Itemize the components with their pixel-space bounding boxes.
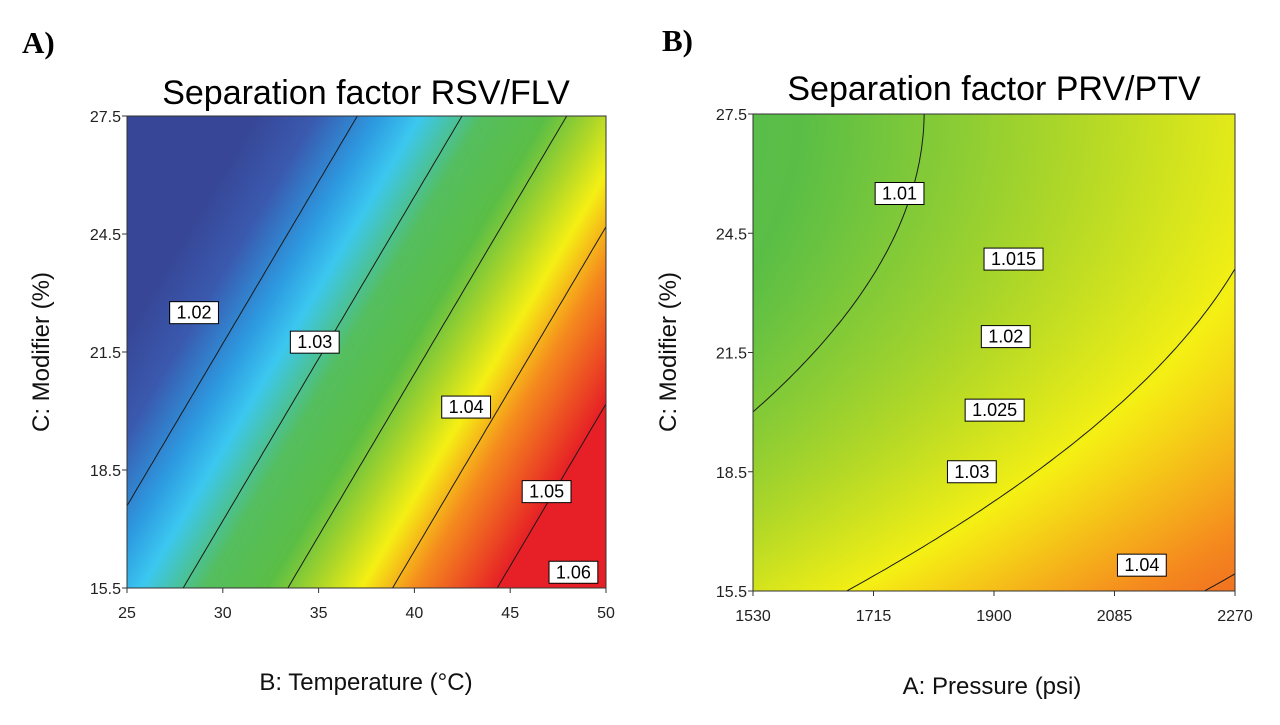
panel-a-y-tick-label: 15.5 (90, 581, 121, 598)
panel-a-x-tick-label: 40 (406, 605, 424, 622)
contour-label-box (169, 301, 219, 325)
contour-label-text: 1.015 (991, 249, 1036, 269)
contour-line-1.06 (496, 402, 606, 588)
contour-label-text: 1.01 (882, 184, 917, 204)
panel-a-x-axis: 25 30 35 40 45 50 (118, 588, 615, 622)
panel-a-y-tick-label: 18.5 (90, 463, 121, 480)
panel-b-y-tick-label: 27.5 (716, 107, 747, 124)
panel-a-x-tick-label: 50 (597, 605, 615, 622)
contour-line-1.03 (753, 114, 925, 413)
contour-label-text: 1.02 (177, 303, 212, 323)
panel-b-x-axis-label: A: Pressure (psi) (903, 673, 1082, 700)
contour-label-text: 1.04 (1124, 555, 1159, 575)
panel-a-letter: A) (22, 25, 55, 60)
panel-b-y-axis: 15.5 18.5 21.5 24.5 27.5 (716, 107, 753, 601)
panel-a-y-tick-label: 27.5 (90, 109, 121, 126)
panel-b: B) Separation factor PRV/PTV 1.011.0151.… (655, 23, 1253, 700)
contour-label-box (289, 330, 340, 354)
panel-a-y-axis-label: C: Modifier (%) (28, 272, 55, 432)
panel-a-heatmap (127, 116, 606, 588)
contour-line-1.02 (127, 116, 358, 507)
panel-b-y-axis-label: C: Modifier (%) (655, 272, 682, 432)
panel-a-y-axis: 15.5 18.5 21.5 24.5 27.5 (90, 109, 127, 598)
contour-label: 1.01 (874, 182, 925, 205)
panel-a-x-tick-label: 35 (310, 605, 328, 622)
contour-label-box (521, 480, 572, 504)
panel-b-letter: B) (662, 23, 693, 58)
panel-b-heatmap (753, 114, 1235, 591)
panel-a-x-tick-label: 45 (501, 605, 519, 622)
panel-a-y-tick-label: 24.5 (90, 227, 121, 244)
contour-label-box (441, 395, 492, 419)
panel-a-contours (127, 116, 606, 588)
panel-b-x-axis: 1530 1715 1900 2085 2270 (735, 591, 1253, 625)
contour-label-text: 1.06 (556, 562, 591, 582)
contour-label-box (874, 182, 925, 205)
panel-b-x-tick-label: 1900 (976, 608, 1012, 625)
contour-label-text: 1.03 (297, 332, 332, 352)
contour-label-text: 1.03 (954, 462, 989, 482)
contour-label-text: 1.025 (972, 400, 1017, 420)
panel-b-x-tick-label: 2270 (1217, 608, 1253, 625)
panel-a: A) Separation factor RSV/FLV 1.021.031.0… (22, 25, 615, 696)
contour-label-box (1116, 553, 1167, 577)
panel-b-y-tick-label: 15.5 (716, 584, 747, 601)
contour-line-1.035 (845, 267, 1235, 591)
contour-label: 1.025 (964, 398, 1025, 422)
panel-a-y-tick-label: 21.5 (90, 345, 121, 362)
contour-label: 1.04 (441, 395, 492, 419)
contour-label-text: 1.05 (529, 482, 564, 502)
contour-label: 1.02 (980, 325, 1031, 349)
panel-a-contour-labels: 1.02 1.03 1.04 1.05 1.06 (169, 301, 599, 584)
contour-label: 1.03 (289, 330, 340, 354)
contour-label-box (980, 325, 1031, 349)
panel-a-x-axis-label: B: Temperature (°C) (259, 669, 472, 696)
panel-a-title: Separation factor RSV/FLV (162, 74, 570, 112)
panel-b-x-tick-label: 2085 (1097, 608, 1133, 625)
contour-label-box (548, 560, 599, 584)
panel-b-y-tick-label: 24.5 (716, 226, 747, 243)
contour-label-text: 1.02 (988, 327, 1023, 347)
contour-label-box (964, 398, 1025, 422)
contour-label: 1.05 (521, 480, 572, 504)
panel-b-title: Separation factor PRV/PTV (787, 70, 1201, 108)
contour-label-box (983, 247, 1044, 271)
panel-b-y-tick-label: 18.5 (716, 465, 747, 482)
panel-b-contours (753, 114, 1235, 591)
contour-label: 1.06 (548, 560, 599, 584)
contour-line-1.04 (1203, 573, 1235, 591)
contour-label-box (946, 460, 997, 484)
panel-b-x-tick-label: 1530 (735, 608, 771, 625)
contour-label: 1.04 (1116, 553, 1167, 577)
contour-label: 1.015 (983, 247, 1044, 271)
contour-line-1.05 (391, 225, 606, 588)
contour-label: 1.02 (169, 301, 219, 325)
panel-b-contour-labels: 1.01 1.015 1.02 1.025 1.03 1.04 (874, 182, 1167, 577)
panel-b-x-tick-label: 1715 (856, 608, 892, 625)
contour-label-text: 1.04 (449, 397, 484, 417)
panel-a-x-tick-label: 30 (214, 605, 232, 622)
contour-line-1.04 (287, 116, 568, 588)
panel-b-y-tick-label: 21.5 (716, 346, 747, 363)
panel-a-x-tick-label: 25 (118, 605, 136, 622)
contour-label: 1.03 (946, 460, 997, 484)
